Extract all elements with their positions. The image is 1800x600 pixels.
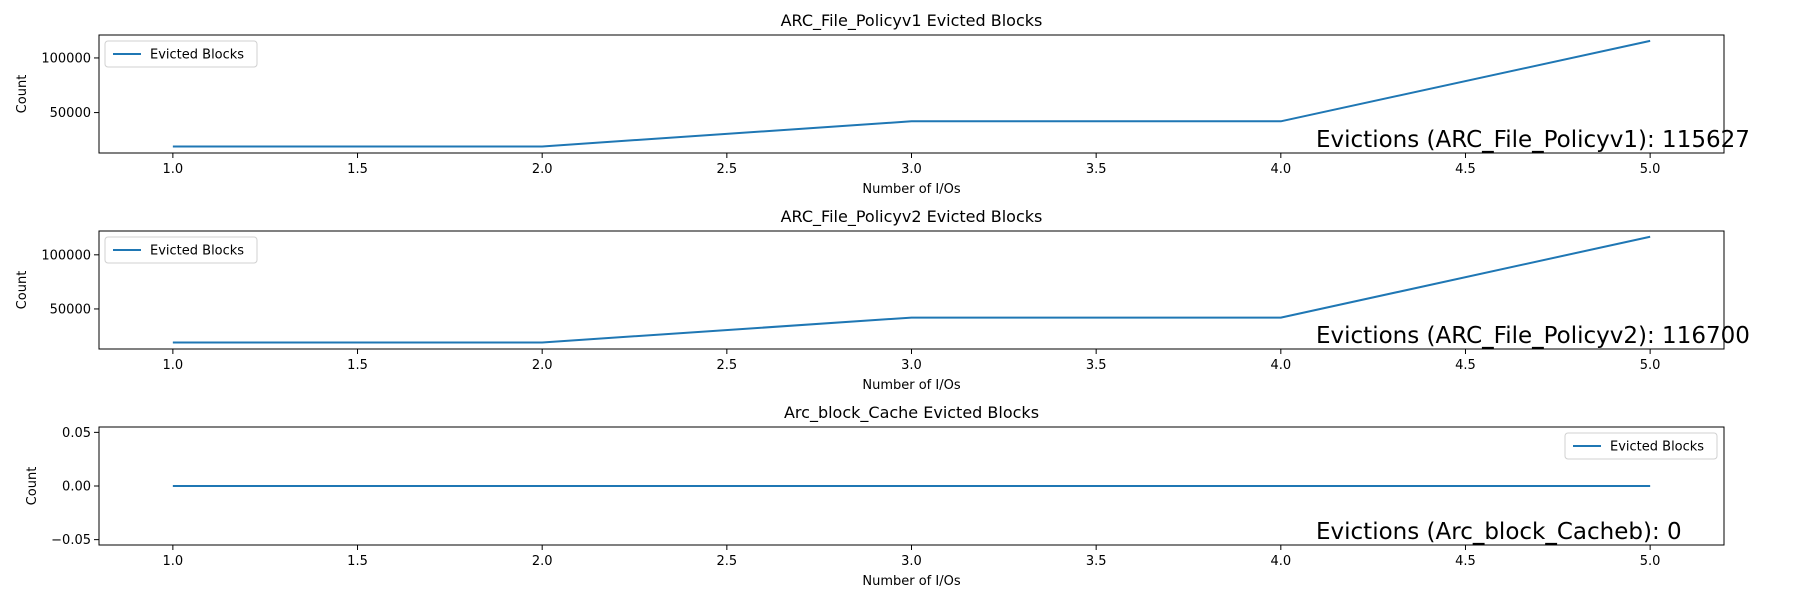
legend-box [1564, 432, 1718, 460]
x-tick-label: 2.5 [716, 554, 737, 569]
subplot-3: Arc_block_Cache Evicted Blocks 1.0 1.5 2.0 2… [25, 403, 1725, 589]
x-tick-label: 1.0 [163, 162, 184, 177]
x-tick-label: 4.0 [1270, 162, 1291, 177]
chart-title: ARC_File_Policyv2 Evicted Blocks [781, 207, 1043, 227]
x-tick-label: 3.5 [1086, 162, 1107, 177]
y-tick-label: 100000 [41, 248, 91, 263]
legend-label: Evicted Blocks [150, 244, 244, 259]
x-tick-label: 5.0 [1640, 162, 1661, 177]
annotation-text: Evictions (Arc_block_Cacheb): 0 [1316, 519, 1682, 545]
subplot-2: ARC_File_Policyv2 Evicted Blocks 1.0 1.5 2.… [15, 207, 1750, 393]
annotation-text: Evictions (ARC_File_Policyv1): 115627 [1316, 127, 1750, 153]
annotation-text: Evictions (ARC_File_Policyv2): 116700 [1316, 323, 1750, 349]
chart-title: Arc_block_Cache Evicted Blocks [784, 403, 1039, 423]
x-tick-label: 4.0 [1270, 554, 1291, 569]
x-tick-label: 2.5 [716, 358, 737, 373]
legend-label: Evicted Blocks [150, 48, 244, 63]
x-tick-label: 1.5 [347, 358, 368, 373]
x-tick-label: 2.0 [532, 554, 553, 569]
subplot-1: ARC_File_Policyv1 Evicted Blocks 1.0 1.5 2.… [15, 11, 1750, 197]
y-axis-label: Count [25, 467, 40, 506]
x-axis-label: Number of I/Os [862, 378, 960, 393]
y-tick-label: 0.05 [62, 426, 91, 441]
x-tick-label: 3.0 [901, 358, 922, 373]
y-tick-label: −0.05 [51, 533, 91, 548]
x-tick-label: 4.5 [1455, 358, 1476, 373]
x-tick-label: 4.5 [1455, 554, 1476, 569]
y-tick-label: 50000 [50, 302, 91, 317]
x-tick-label: 3.0 [901, 554, 922, 569]
x-tick-label: 4.5 [1455, 162, 1476, 177]
legend: Evicted Blocks [104, 40, 258, 68]
x-tick-label: 3.5 [1086, 554, 1107, 569]
y-axis-label: Count [15, 75, 30, 114]
y-tick-label: 100000 [41, 51, 91, 66]
legend-box [104, 40, 258, 68]
y-axis-label: Count [15, 271, 30, 310]
legend: Evicted Blocks [1564, 432, 1718, 460]
x-axis-label: Number of I/Os [862, 182, 960, 197]
x-tick-label: 4.0 [1270, 358, 1291, 373]
y-tick-label: 0.00 [62, 480, 91, 495]
legend: Evicted Blocks [104, 236, 258, 264]
legend-box [104, 236, 258, 264]
x-tick-label: 1.0 [163, 554, 184, 569]
x-tick-label: 3.5 [1086, 358, 1107, 373]
x-tick-label: 3.0 [901, 162, 922, 177]
x-tick-label: 1.5 [347, 554, 368, 569]
x-tick-label: 5.0 [1640, 554, 1661, 569]
y-tick-label: 50000 [50, 106, 91, 121]
x-tick-label: 1.5 [347, 162, 368, 177]
x-tick-label: 5.0 [1640, 358, 1661, 373]
x-tick-label: 2.0 [532, 358, 553, 373]
x-axis-label: Number of I/Os [862, 574, 960, 589]
x-tick-label: 2.0 [532, 162, 553, 177]
legend-label: Evicted Blocks [1610, 440, 1704, 455]
chart-title: ARC_File_Policyv1 Evicted Blocks [781, 11, 1043, 31]
x-tick-label: 2.5 [716, 162, 737, 177]
x-tick-label: 1.0 [163, 358, 184, 373]
